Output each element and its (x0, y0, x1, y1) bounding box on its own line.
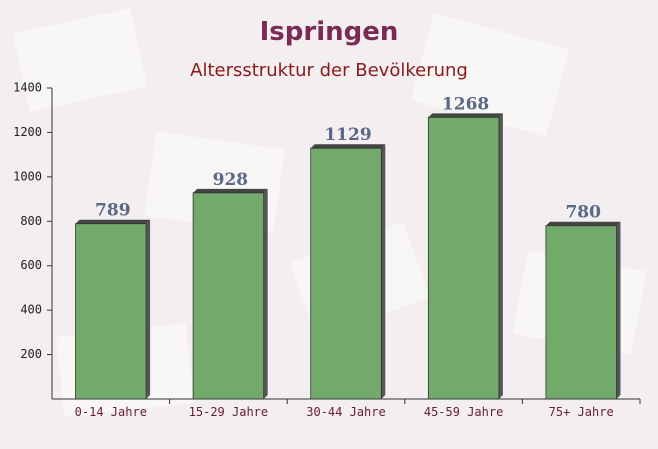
y-tick-label: 400 (20, 303, 42, 317)
bar (192, 192, 265, 400)
y-tick-label: 1200 (13, 125, 42, 139)
bar-shadow (428, 113, 503, 118)
bar-shadow (193, 188, 268, 193)
x-tick-label: 30-44 Jahre (306, 405, 385, 419)
x-tick-label: 15-29 Jahre (189, 405, 268, 419)
bar (310, 147, 382, 400)
value-label: 1268 (442, 94, 489, 114)
bar (545, 225, 617, 400)
y-tick-label: 1000 (13, 169, 42, 183)
bar-shadow (146, 219, 151, 399)
bar-shadow (616, 221, 621, 399)
bar-shadow (381, 144, 386, 399)
bar-shadow (545, 221, 621, 226)
bar-shadow (498, 113, 503, 399)
y-tick-label: 800 (20, 214, 42, 228)
bar-shadow (75, 219, 151, 224)
x-tick-label: 75+ Jahre (549, 405, 614, 419)
value-label: 789 (95, 201, 131, 221)
bar-shadow (310, 144, 386, 149)
y-tick-label: 200 (20, 347, 42, 361)
x-tick-label: 0-14 Jahre (75, 405, 147, 419)
bar-shadow (263, 188, 268, 399)
y-tick-label: 600 (20, 258, 42, 272)
bar (75, 223, 147, 400)
value-label: 1129 (324, 125, 371, 145)
value-label: 780 (565, 203, 601, 223)
y-tick-label: 1400 (13, 81, 42, 95)
chart-subtitle: Altersstruktur der Bevölkerung (190, 60, 468, 81)
value-label: 928 (213, 170, 249, 190)
x-tick-label: 45-59 Jahre (424, 405, 503, 419)
bar (427, 116, 500, 400)
chart-title: Ispringen (260, 17, 399, 47)
